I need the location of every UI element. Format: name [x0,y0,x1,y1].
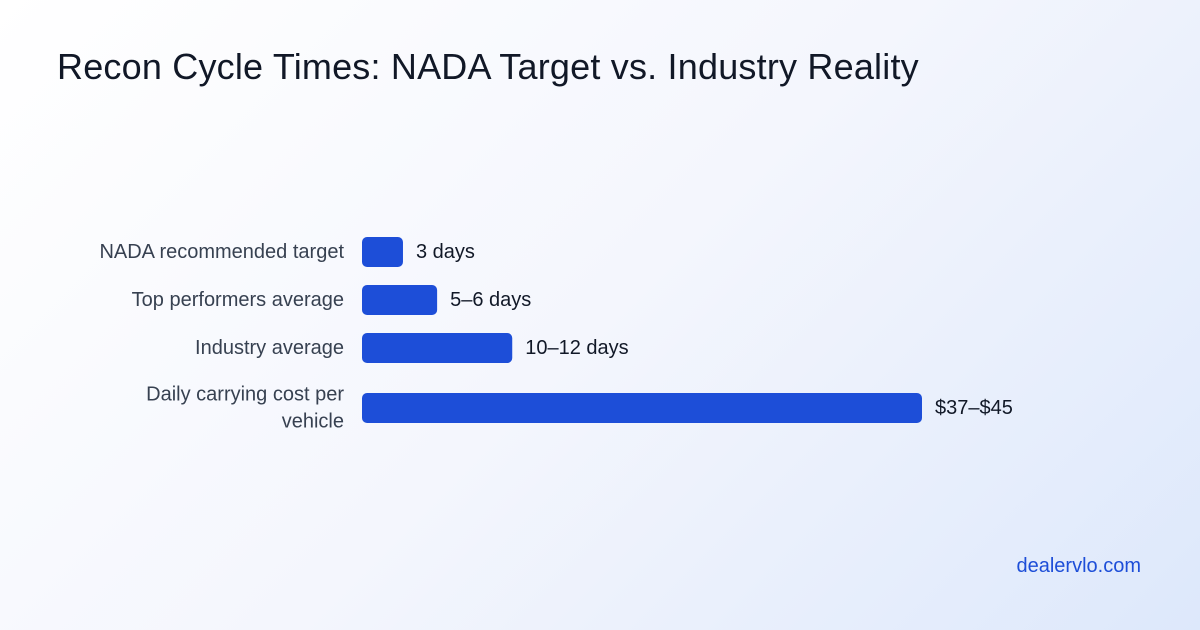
value-label: $37–$45 [935,397,1013,419]
bar [362,285,438,315]
bar [362,333,513,363]
value-label: 3 days [416,241,475,263]
category-label: Daily carrying cost per vehicle [146,384,344,433]
bar [362,393,922,423]
value-label: 5–6 days [450,289,531,311]
value-label: 10–12 days [525,337,628,359]
chart-title: Recon Cycle Times: NADA Target vs. Indus… [57,46,919,87]
site-url: dealervlo.com [1016,555,1141,577]
category-label: Industry average [195,337,344,359]
bar [362,237,403,267]
category-label: Top performers average [132,289,344,311]
category-label: NADA recommended target [99,241,344,263]
